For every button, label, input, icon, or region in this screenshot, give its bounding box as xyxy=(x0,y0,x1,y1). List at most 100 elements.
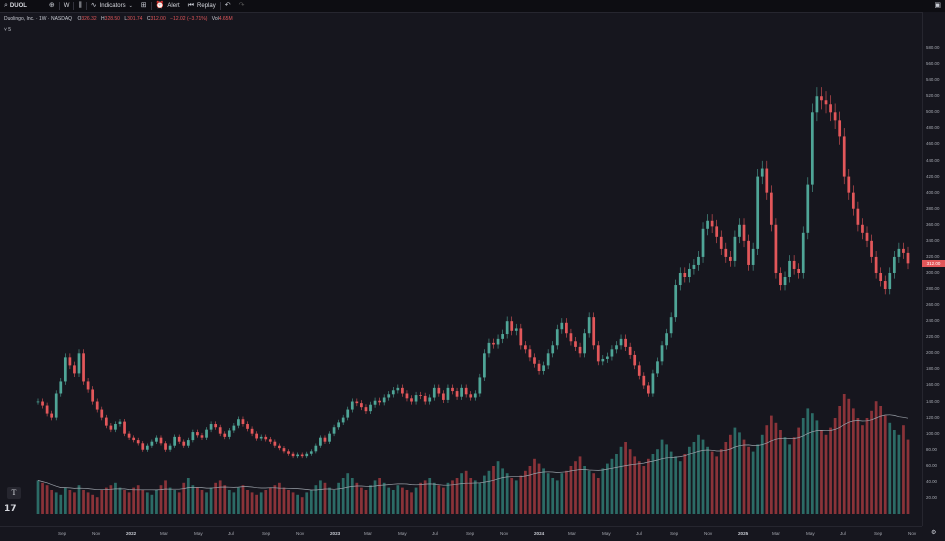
candle-body xyxy=(478,377,482,394)
volume-bar xyxy=(788,444,791,514)
candle-body xyxy=(669,317,673,334)
volume-bar xyxy=(710,451,714,514)
candle-body xyxy=(897,248,901,257)
volume-bar xyxy=(428,478,432,514)
volume-bar xyxy=(205,492,208,514)
volume-bar xyxy=(446,482,450,514)
volume-bar xyxy=(528,466,532,514)
price-tick-label: 40.00 xyxy=(926,478,937,484)
legend-collapse-toggle[interactable]: ˅ 5 xyxy=(4,27,12,33)
volume-bar xyxy=(847,398,851,514)
candle-body xyxy=(387,394,391,398)
price-axis[interactable]: 580.00 560.00 540.00 520.00 500.00 480.00 460.… xyxy=(922,12,945,526)
alert-button[interactable]: ⏰ Alert xyxy=(152,0,184,12)
candle-body xyxy=(59,381,63,394)
indicators-button[interactable]: ∿ Indicators ⌄ xyxy=(87,0,137,12)
candle-body xyxy=(765,168,769,193)
candle-body xyxy=(815,96,819,113)
price-tick-label: 300.00 xyxy=(926,269,940,275)
volume-bar xyxy=(546,473,550,514)
volume-bar xyxy=(332,490,336,514)
tradingview-logo[interactable]: 𝟭𝟳 xyxy=(4,503,17,514)
candle-body xyxy=(455,391,459,397)
volume-bar xyxy=(455,478,459,514)
time-tick-label: Nov xyxy=(296,531,305,536)
volume-bar xyxy=(555,480,559,514)
candle-body xyxy=(73,365,76,374)
price-tick-label: 80.00 xyxy=(926,446,937,452)
candle-body xyxy=(788,260,791,277)
symbol-search[interactable]: ⌕ DUOL xyxy=(0,0,31,12)
volume-bar xyxy=(282,487,286,514)
candle-body xyxy=(164,443,167,450)
candle-body xyxy=(223,433,227,437)
interval-button[interactable]: W xyxy=(60,0,74,12)
time-tick-label: May xyxy=(194,531,203,536)
candle-body xyxy=(569,333,573,342)
layouts-button[interactable]: ⊞ xyxy=(137,0,151,12)
volume-bar xyxy=(68,490,72,514)
price-chart[interactable] xyxy=(0,12,922,526)
candle-body xyxy=(91,389,95,402)
axis-corner[interactable]: ⚙ xyxy=(922,526,945,540)
time-axis[interactable]: Sep Nov 2022 Mar May Jul Sep Nov 2023 Mar May Jul Se… xyxy=(0,526,922,541)
volume-bar xyxy=(373,480,377,514)
candle-body xyxy=(719,236,723,249)
legend-low: 301.74 xyxy=(127,16,143,22)
price-tick-label: 280.00 xyxy=(926,286,940,292)
volume-bar xyxy=(432,482,436,514)
volume-bar xyxy=(268,487,272,514)
volume-bar xyxy=(574,461,577,514)
settings-icon: ⚙ xyxy=(931,530,937,536)
volume-bar xyxy=(150,494,154,514)
volume-bar xyxy=(687,446,691,514)
candle-body xyxy=(109,425,113,430)
volume-bar xyxy=(542,468,545,514)
candle-body xyxy=(660,345,664,362)
fullscreen-button[interactable]: ▣ xyxy=(930,0,945,12)
price-tick-label: 580.00 xyxy=(926,45,940,51)
candle-body xyxy=(861,224,864,233)
candle-body xyxy=(624,338,627,347)
volume-bar xyxy=(145,492,149,514)
indicators-icon: ∿ xyxy=(90,2,97,9)
replay-button[interactable]: ⏮ Replay xyxy=(184,0,220,12)
candle-body xyxy=(451,387,454,392)
legend-low-key: L xyxy=(124,16,128,22)
candle-body xyxy=(610,349,614,357)
candle-body xyxy=(524,345,527,350)
candle-body xyxy=(710,220,714,227)
time-tick-label: 2024 xyxy=(534,531,545,536)
volume-bar xyxy=(460,473,463,514)
divider xyxy=(150,2,152,10)
volume-bar xyxy=(892,430,896,514)
candle-body xyxy=(287,451,290,454)
candle-body xyxy=(241,419,245,425)
redo-button[interactable]: ↷ xyxy=(235,0,249,12)
volume-bar xyxy=(100,490,104,514)
text-tool-button[interactable]: T xyxy=(7,487,21,499)
candle-body xyxy=(842,136,846,177)
volume-bar xyxy=(792,437,796,514)
volume-bar xyxy=(861,425,864,514)
time-tick-label: Sep xyxy=(262,531,271,536)
candles xyxy=(36,87,910,459)
volume-bar xyxy=(45,485,49,514)
volume-bar xyxy=(123,490,126,514)
volume-bar xyxy=(177,492,181,514)
undo-button[interactable]: ↶ xyxy=(221,0,235,12)
candle-body xyxy=(378,400,381,403)
candle-body xyxy=(733,236,737,261)
candle-body xyxy=(546,353,550,366)
volume-bar xyxy=(483,475,486,514)
price-tick-label: 560.00 xyxy=(926,61,940,67)
volume-bar xyxy=(492,466,495,514)
volume-bar xyxy=(533,458,536,514)
candle-body xyxy=(68,357,72,366)
candle-body xyxy=(797,268,801,273)
compare-button[interactable]: ⊕ xyxy=(45,0,59,12)
candle-body xyxy=(391,390,395,395)
chart-type-button[interactable]: ⫼ xyxy=(74,0,85,12)
volume-bar xyxy=(109,485,113,514)
candle-body xyxy=(674,285,678,318)
